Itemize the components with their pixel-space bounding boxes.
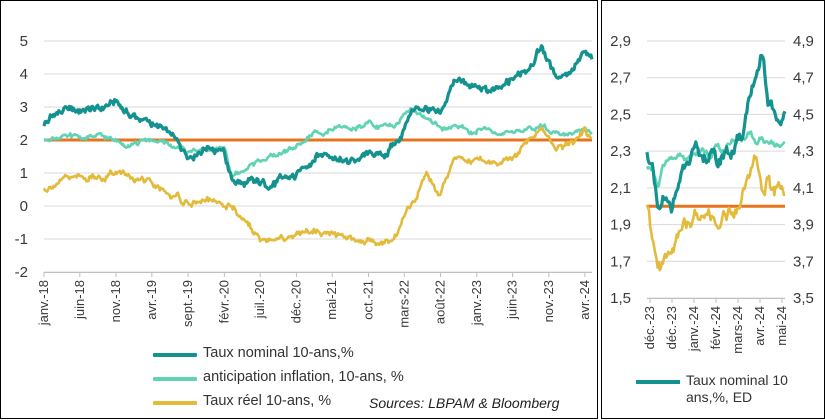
x-tick-label: nov.-23	[541, 280, 556, 322]
y-tick-label: 3	[20, 99, 28, 116]
x-tick-label: avr.-24	[752, 306, 767, 346]
y-tick-label: 2	[20, 132, 28, 149]
y-tick-label-left: 2,9	[610, 33, 631, 50]
zoom-series-line-inflation	[645, 130, 786, 188]
legend-swatch-nominal	[153, 353, 197, 357]
y-tick-label-right: 3,7	[793, 253, 814, 270]
x-tick-label: févr.-24	[708, 306, 723, 349]
x-tick-label: sept.-19	[180, 280, 195, 327]
y-tick-label-left: 2,3	[610, 143, 631, 160]
legend-swatch-real	[153, 401, 197, 405]
x-tick-label: janv.-18	[36, 280, 51, 326]
x-tick-label: janv.-23	[469, 280, 484, 326]
zoom-chart-panel: 2,9 4,9 2,7 4,7 2,5 4,5 2,3 4,3 2,1 4,1 1,9 3,9 1,7 3…	[601, 0, 825, 419]
y-tick-label: 1	[20, 165, 28, 182]
legend-label-zoom-nominal: Taux nominal 10 ans,%, ED	[686, 372, 788, 405]
legend-label-inflation: anticipation inflation, 10-ans, %	[203, 369, 404, 385]
zoom-series-line-nominal	[645, 53, 787, 214]
y-tick-label-right: 4,7	[793, 70, 814, 87]
y-tick-label-left: 2,1	[610, 180, 631, 197]
x-tick-label: déc.-20	[288, 280, 303, 323]
y-tick-label-left: 1,5	[610, 290, 631, 307]
x-tick-label: avr.-24	[577, 280, 592, 320]
x-tick-label: avr.-19	[144, 280, 159, 320]
main-chart: 5 4 3 2 1 0 -1 -2 janv.-18 juin-18 nov.-18 avr.-19 s…	[15, 33, 594, 328]
y-tick-label-left: 1,7	[610, 253, 631, 270]
legend-swatch-inflation	[153, 377, 197, 381]
legend-label-nominal: Taux nominal 10-ans,%	[203, 345, 354, 361]
y-tick-label-right: 3,5	[793, 290, 814, 307]
zoom-chart: 2,9 4,9 2,7 4,7 2,5 4,5 2,3 4,3 2,1 4,1 1,9 3,9 1,7 3…	[610, 33, 814, 354]
x-tick-label: janv.-24	[686, 306, 701, 352]
y-tick-label-right: 4,3	[793, 143, 814, 160]
y-tick-label: 5	[20, 33, 28, 50]
y-tick-label-right: 4,5	[793, 106, 814, 123]
y-tick-label-right: 3,9	[793, 217, 814, 234]
x-tick-label: déc.-23	[642, 306, 657, 349]
series-line-inflation	[43, 106, 593, 178]
y-tick-label: 0	[20, 198, 28, 215]
y-tick-label-right: 4,9	[793, 33, 814, 50]
y-tick-label-left: 2,7	[610, 70, 631, 87]
x-tick-label: mars-22	[396, 280, 411, 328]
y-tick-label: -1	[15, 231, 28, 248]
x-tick-label: mai-24	[774, 306, 789, 346]
x-tick-label: févr.-20	[216, 280, 231, 323]
x-tick-label: août-22	[433, 280, 448, 324]
x-tick-label: nov.-18	[108, 280, 123, 322]
series-line-real	[42, 126, 593, 247]
series-line-nominal	[42, 44, 594, 191]
x-tick-label: juil.-20	[252, 280, 267, 319]
y-tick-label: 4	[20, 66, 28, 83]
x-tick-label: mai-21	[324, 280, 339, 320]
y-tick-label-left: 1,9	[610, 217, 631, 234]
y-tick-label: -2	[15, 264, 28, 281]
y-tick-label-left: 2,5	[610, 106, 631, 123]
x-tick-label: oct.-21	[360, 280, 375, 320]
y-tick-label-right: 4,1	[793, 180, 814, 197]
main-chart-panel: 5 4 3 2 1 0 -1 -2 janv.-18 juin-18 nov.-18 avr.-19 s…	[0, 0, 598, 419]
x-tick-label: déc.-23	[664, 306, 679, 349]
x-tick-label: juin-18	[72, 280, 87, 320]
legend-label-real: Taux réel 10-ans, %	[203, 393, 332, 409]
x-tick-label: juin-23	[505, 280, 520, 320]
x-tick-label: mars-24	[730, 306, 745, 354]
legend-swatch-zoom-nominal	[636, 380, 680, 384]
source-note: Sources: LBPAM & Bloomberg	[369, 395, 560, 411]
zoom-series-line-real	[645, 154, 786, 272]
